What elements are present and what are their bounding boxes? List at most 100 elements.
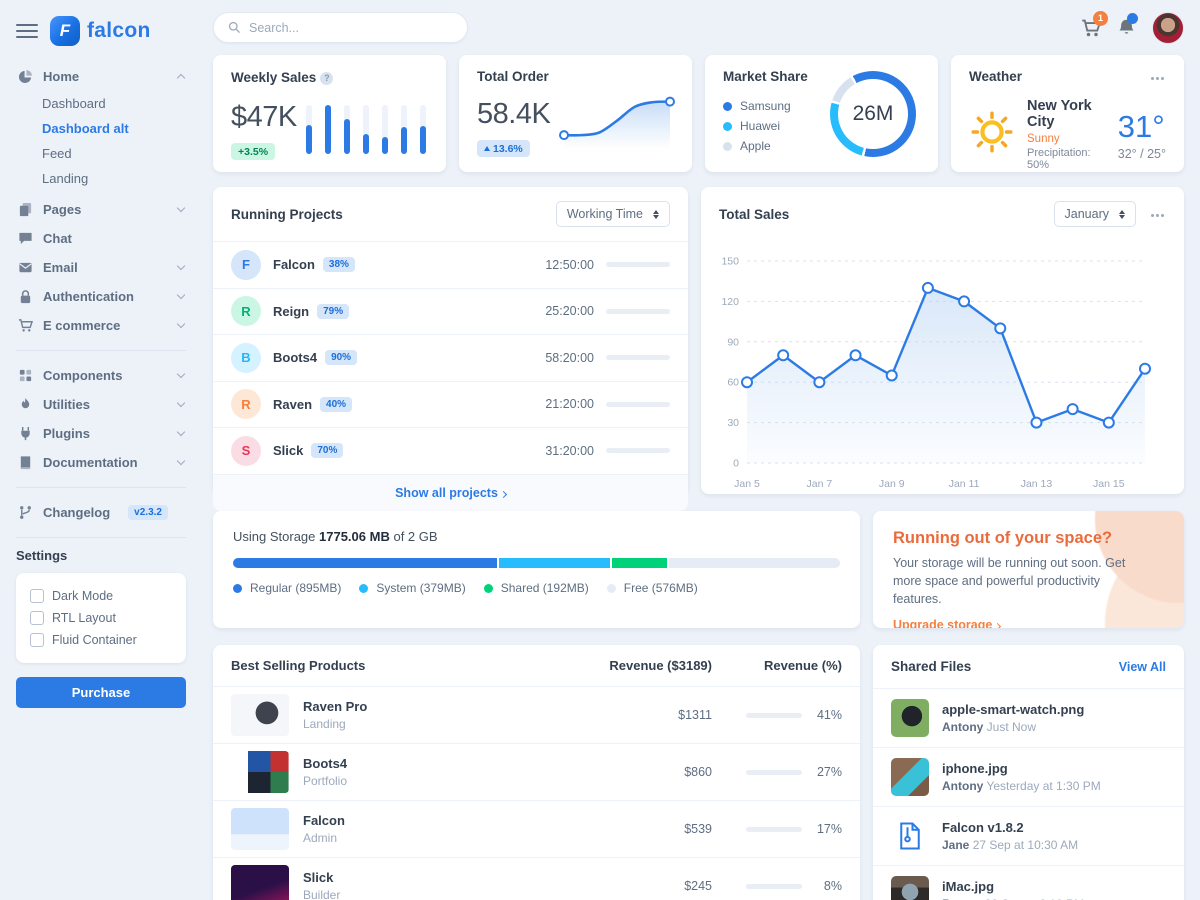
chevron-down-icon (176, 398, 186, 408)
file-row-iphone-jpg[interactable]: iphone.jpg Antony Yesterday at 1:30 PM (873, 748, 1184, 807)
help-icon[interactable]: ? (320, 71, 334, 85)
file-meta: Antony Just Now (942, 720, 1037, 734)
purchase-button[interactable]: Purchase (16, 677, 186, 708)
ellipsis-menu-icon[interactable] (1148, 74, 1166, 80)
hamburger-menu-icon[interactable] (16, 20, 38, 42)
sidebar-item-dashboard[interactable]: Dashboard (42, 96, 106, 111)
product-row-falcon[interactable]: Falcon Admin $539 17% (213, 801, 860, 858)
notifications-bell-button[interactable] (1117, 13, 1138, 37)
bar-track (382, 105, 388, 154)
chevron-down-icon (176, 290, 186, 300)
file-name: apple-smart-watch.png (942, 702, 1085, 717)
setting-option-dark-mode[interactable]: Dark Mode (30, 585, 172, 607)
product-thumbnail (231, 694, 289, 736)
legend-dot-icon (483, 583, 493, 593)
sidebar-item-landing[interactable]: Landing (42, 171, 89, 186)
book-icon (18, 455, 33, 470)
month-select[interactable]: January (1053, 201, 1136, 227)
project-progress-bar (606, 448, 670, 454)
sidebar-item-pages[interactable]: Pages (16, 195, 186, 224)
file-row-imac-jpg[interactable]: iMac.jpg Rowen 23 Sep at 6:10 PM (873, 866, 1184, 900)
fire-icon (18, 397, 33, 412)
project-row-slick[interactable]: S Slick 70% 31:20:00 (213, 428, 688, 475)
file-row-falcon-v1-8-2[interactable]: Falcon v1.8.2 Jane 27 Sep at 10:30 AM (873, 807, 1184, 866)
product-row-raven-pro[interactable]: Raven Pro Landing $1311 41% (213, 687, 860, 744)
product-row-boots4[interactable]: Boots4 Portfolio $860 27% (213, 744, 860, 801)
sidebar-item-e-commerce[interactable]: E commerce (16, 311, 186, 340)
user-avatar[interactable] (1152, 11, 1184, 44)
sidebar-item-documentation[interactable]: Documentation (16, 448, 186, 477)
cart-button[interactable]: 1 (1081, 10, 1108, 38)
storage-segment-system (499, 558, 612, 568)
sidebar-item-chat[interactable]: Chat (16, 224, 186, 253)
svg-text:60: 60 (727, 377, 739, 389)
market-share-legend: Samsung Huawei Apple (723, 96, 920, 156)
project-row-reign[interactable]: R Reign 79% 25:20:00 (213, 289, 688, 335)
chevron-down-icon (176, 319, 186, 329)
storage-segment-free (668, 558, 840, 568)
checkbox-dark-mode[interactable] (30, 589, 44, 603)
weather-precipitation: Precipitation: 50% (1027, 147, 1091, 171)
ellipsis-menu-icon[interactable] (1148, 211, 1166, 217)
project-progress-bar (606, 401, 670, 407)
upgrade-storage-link[interactable]: Upgrade storage (893, 618, 1002, 628)
project-avatar: B (231, 342, 261, 373)
project-row-raven[interactable]: R Raven 40% 21:20:00 (213, 382, 688, 428)
nav-divider (16, 487, 186, 488)
svg-text:Jan 9: Jan 9 (879, 478, 905, 490)
sidebar-item-label: Plugins (43, 426, 90, 441)
project-row-boots4[interactable]: B Boots4 90% 58:20:00 (213, 335, 688, 382)
storage-legend-label: Regular (895MB) (250, 581, 342, 595)
bar (344, 118, 350, 154)
view-all-link[interactable]: View All (1118, 659, 1166, 674)
sidebar-item-home[interactable]: Home (16, 62, 186, 91)
product-row-slick[interactable]: Slick Builder $245 8% (213, 858, 860, 900)
project-name: Boots4 (273, 350, 318, 366)
project-time: 25:20:00 (545, 304, 594, 319)
setting-option-fluid-container[interactable]: Fluid Container (30, 629, 172, 651)
weekly-sales-badge: +3.5% (231, 143, 276, 160)
checkbox-rtl-layout[interactable] (30, 611, 44, 625)
working-time-select[interactable]: Working Time (555, 201, 670, 227)
storage-legend-item: Regular (895MB) (233, 581, 341, 595)
file-row-apple-smart-watch-png[interactable]: apple-smart-watch.png Antony Just Now (873, 689, 1184, 748)
sidebar-item-components[interactable]: Components (16, 361, 186, 390)
product-name: Slick (303, 870, 334, 885)
sidebar-item-utilities[interactable]: Utilities (16, 390, 186, 419)
sidebar-item-email[interactable]: Email (16, 253, 186, 282)
sidebar-item-plugins[interactable]: Plugins (16, 419, 186, 448)
product-thumbnail (231, 751, 289, 793)
total-order-sparkline (558, 89, 676, 156)
checkbox-fluid-container[interactable] (30, 633, 44, 647)
sidebar-item-label: E commerce (43, 318, 121, 333)
product-revenue: $245 (684, 879, 712, 893)
svg-text:0: 0 (733, 458, 739, 470)
legend-dot-icon (723, 121, 732, 131)
setting-option-rtl-layout[interactable]: RTL Layout (30, 607, 172, 629)
sidebar-item-dashboard-alt[interactable]: Dashboard alt (42, 121, 129, 136)
sidebar-item-changelog[interactable]: Changelog v2.3.2 (16, 498, 186, 527)
search-input[interactable] (249, 20, 453, 35)
bar-track (363, 105, 369, 154)
weather-condition: Sunny (1027, 133, 1060, 145)
total-order-badge: 13.6% (477, 140, 530, 157)
sun-icon (969, 109, 1015, 160)
sidebar-item-authentication[interactable]: Authentication (16, 282, 186, 311)
weather-title: Weather (969, 69, 1023, 84)
project-name: Raven (273, 396, 313, 412)
sidebar-item-feed[interactable]: Feed (42, 146, 72, 161)
setting-label: Dark Mode (52, 589, 114, 603)
show-all-projects-link[interactable]: Show all projects (395, 486, 507, 500)
email-icon (18, 260, 33, 275)
product-name: Boots4 (303, 756, 348, 771)
total-sales-line-chart: 0 30 60 90 120 150 Jan 5 Jan 7 Jan 9 Jan 11 Jan 13… (701, 241, 1184, 508)
lock-icon (18, 289, 33, 304)
bar (401, 127, 407, 154)
falcon-logo[interactable]: falcon (50, 16, 151, 46)
sidebar-item-label: Utilities (43, 397, 90, 412)
nav-divider (16, 350, 186, 351)
revenue-pct-column-header: Revenue (%) (763, 658, 842, 673)
search-bar[interactable] (213, 12, 468, 43)
project-row-falcon[interactable]: F Falcon 38% 12:50:00 (213, 242, 688, 289)
notification-dot (1127, 13, 1138, 24)
